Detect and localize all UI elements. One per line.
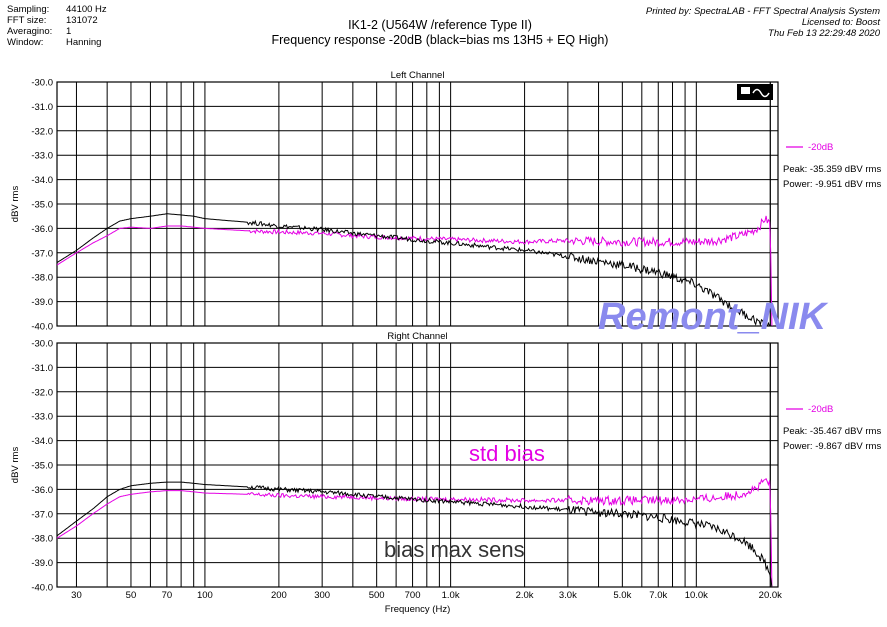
legend: -20dB Peak: -35.359 dBV rms Power: -9.951 … xyxy=(783,142,881,190)
y-tick-label: -40.0 xyxy=(31,583,53,594)
printed-by: Printed by: SpectraLAB - FFT Spectral An… xyxy=(645,6,880,17)
legend-power: Power: -9.951 dBV rms xyxy=(783,179,881,190)
y-tick-label: -32.0 xyxy=(31,387,53,398)
x-tick-label: 5.0k xyxy=(613,590,631,601)
licensed-to: Licensed to: Boost xyxy=(801,17,880,28)
y-tick-label: -30.0 xyxy=(31,78,53,89)
panel-title: Right Channel xyxy=(387,331,447,342)
y-tick-label: -30.0 xyxy=(31,339,53,350)
chart-title-line1: IK1-2 (U564W /reference Type II) xyxy=(348,18,532,32)
x-axis-label: Frequency (Hz) xyxy=(385,604,450,615)
y-tick-label: -40.0 xyxy=(31,322,53,333)
meta-row-window: Window: Hanning xyxy=(7,37,102,48)
series-line-std-bias xyxy=(56,215,773,327)
x-tick-label: 500 xyxy=(369,590,385,601)
x-tick-label: 2.0k xyxy=(516,590,534,601)
print-scope-icon xyxy=(737,84,773,100)
legend-label: -20dB xyxy=(808,142,833,153)
x-tick-label: 50 xyxy=(126,590,137,601)
legend-power: Power: -9.867 dBV rms xyxy=(783,441,881,452)
meta-row-averaging: Averagino: 1 xyxy=(7,26,72,37)
watermark-text: Remont_NIK xyxy=(598,296,827,338)
y-tick-label: -39.0 xyxy=(31,297,53,308)
x-tick-label: 100 xyxy=(197,590,213,601)
x-tick-label: 10.0k xyxy=(685,590,708,601)
plot-frame xyxy=(56,81,779,327)
y-tick-label: -35.0 xyxy=(31,461,53,472)
chart-panel-left: -30.0 -31.0 -32.0 -33.0 -34.0 -35.0 -36.0 -37.0… xyxy=(10,70,881,333)
chart-panel-right: -30.0 -31.0 -32.0 -33.0 -34.0 -35.0 -36.0 -37.0… xyxy=(10,331,881,615)
series-line-bias-max-sens xyxy=(56,213,772,327)
series-line-bias-max-sens xyxy=(56,481,773,588)
print-date: Thu Feb 13 22:29:48 2020 xyxy=(768,28,880,39)
y-tick-label: -33.0 xyxy=(31,412,53,423)
x-tick-label: 7.0k xyxy=(649,590,667,601)
y-tick-label: -38.0 xyxy=(31,273,53,284)
y-tick-label: -32.0 xyxy=(31,126,53,137)
x-tick-label: 20.0k xyxy=(759,590,782,601)
y-tick-label: -34.0 xyxy=(31,436,53,447)
chart-title-line2: Frequency response -20dB (black=bias ms … xyxy=(271,33,609,47)
analysis-settings: Sampling: 44100 Hz FFT size: 131072 Averag… xyxy=(7,4,107,48)
x-tick-label: 70 xyxy=(162,590,173,601)
y-tick-label: -31.0 xyxy=(31,102,53,113)
annotation-bias-max-sens: bias max sens xyxy=(384,537,525,562)
y-tick-label: -37.0 xyxy=(31,248,53,259)
y-tick-label: -34.0 xyxy=(31,175,53,186)
y-tick-label: -39.0 xyxy=(31,558,53,569)
y-tick-label: -31.0 xyxy=(31,363,53,374)
series-line-std-bias xyxy=(56,478,773,588)
meta-row-sampling: Sampling: 44100 Hz xyxy=(7,4,107,15)
x-tick-label: 30 xyxy=(71,590,82,601)
x-tick-label: 200 xyxy=(271,590,287,601)
y-axis-label: dBV rms xyxy=(10,186,21,223)
icon-printer-glyph xyxy=(741,87,750,94)
legend-label: -20dB xyxy=(808,404,833,415)
annotation-std-bias: std bias xyxy=(469,441,545,466)
legend-peak: Peak: -35.359 dBV rms xyxy=(783,164,881,175)
icon-wave-glyph xyxy=(752,88,770,98)
x-tick-label: 3.0k xyxy=(559,590,577,601)
y-tick-label: -38.0 xyxy=(31,534,53,545)
plot-frame xyxy=(56,342,779,588)
y-tick-label: -35.0 xyxy=(31,200,53,211)
y-tick-label: -33.0 xyxy=(31,151,53,162)
y-tick-label: -37.0 xyxy=(31,509,53,520)
x-tick-label: 700 xyxy=(405,590,421,601)
y-axis-label: dBV rms xyxy=(10,447,21,484)
y-tick-label: -36.0 xyxy=(31,485,53,496)
legend: -20dB Peak: -35.467 dBV rms Power: -9.867 … xyxy=(783,404,881,452)
legend-peak: Peak: -35.467 dBV rms xyxy=(783,426,881,437)
panel-title: Left Channel xyxy=(391,70,445,81)
x-tick-label: 300 xyxy=(314,590,330,601)
x-tick-label: 1.0k xyxy=(442,590,460,601)
y-tick-label: -36.0 xyxy=(31,224,53,235)
meta-row-fft-size: FFT size: 131072 xyxy=(7,15,98,26)
